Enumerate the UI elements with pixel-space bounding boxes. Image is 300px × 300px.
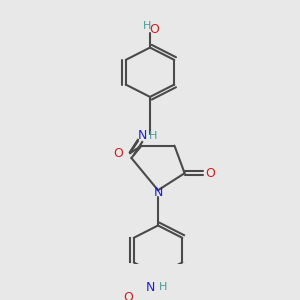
Text: N: N <box>153 186 163 200</box>
Text: H: H <box>159 282 167 292</box>
Text: O: O <box>123 291 133 300</box>
Text: H: H <box>143 21 151 32</box>
Text: O: O <box>206 167 216 180</box>
Text: O: O <box>113 147 123 160</box>
Text: O: O <box>149 22 159 36</box>
Text: H: H <box>149 130 157 141</box>
Text: N: N <box>145 280 155 294</box>
Text: N: N <box>137 129 147 142</box>
